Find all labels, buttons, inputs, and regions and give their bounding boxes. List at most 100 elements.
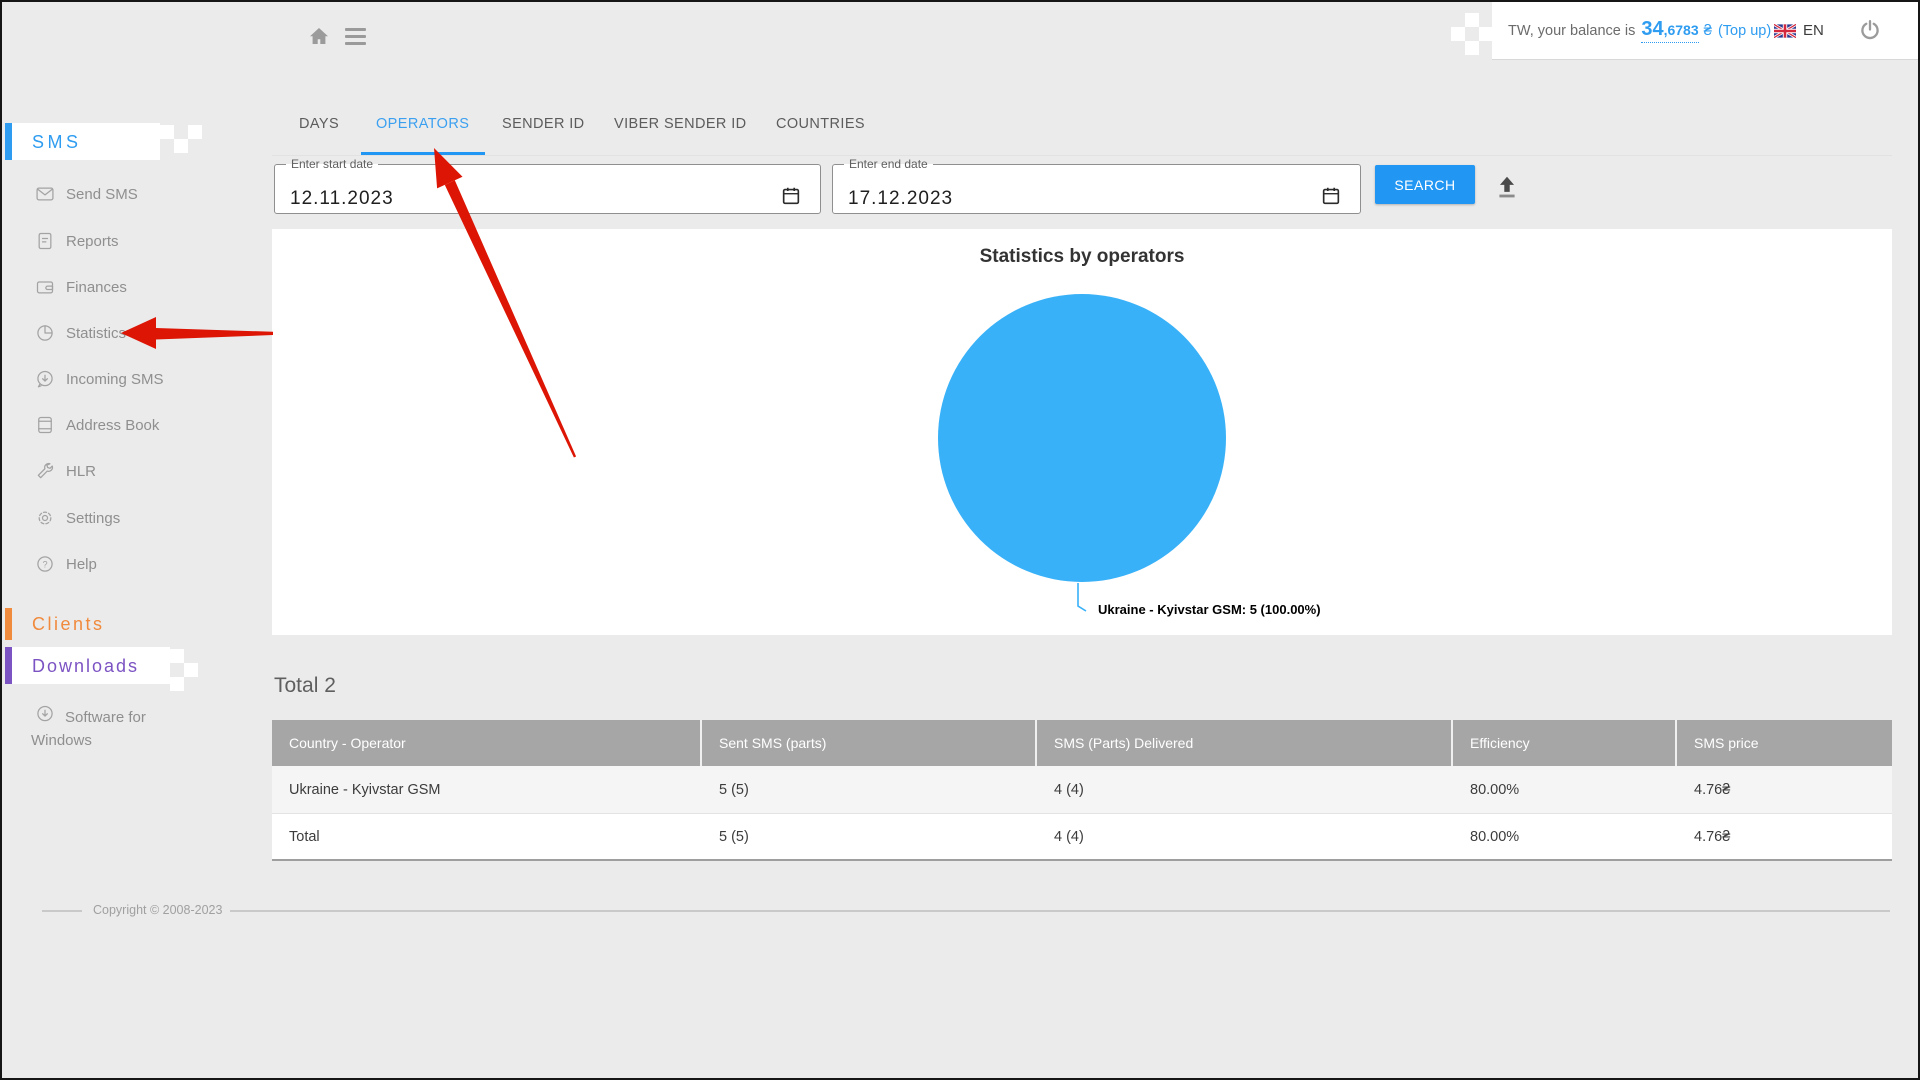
cell-sms-price: 4.76₴ bbox=[1694, 828, 1731, 845]
sidebar-item-address-book[interactable]: Address Book bbox=[35, 415, 159, 435]
chart-panel: Statistics by operators Ukraine - Kyivst… bbox=[272, 229, 1892, 635]
uk-flag-icon bbox=[1774, 23, 1796, 38]
sidebar-item-hlr[interactable]: HLR bbox=[35, 461, 96, 481]
active-tab-underline bbox=[361, 152, 485, 155]
help-icon: ? bbox=[37, 556, 53, 572]
table-row-total[interactable]: Total 5 (5) 4 (4) 80.00% 4.76₴ bbox=[272, 814, 1892, 861]
envelope-icon bbox=[36, 187, 54, 201]
sidebar-item-incoming-sms[interactable]: Incoming SMS bbox=[35, 369, 164, 389]
pixel-decor bbox=[174, 139, 188, 153]
sidebar-section-clients[interactable]: Clients bbox=[32, 614, 105, 634]
menu-button[interactable] bbox=[345, 28, 366, 49]
footer-divider-left bbox=[42, 910, 82, 912]
calendar-icon[interactable] bbox=[1320, 185, 1342, 207]
start-date-field[interactable]: Enter start date 12.11.2023 bbox=[274, 157, 821, 214]
home-icon bbox=[310, 28, 328, 44]
col-header-sms-price[interactable]: SMS price bbox=[1677, 720, 1892, 766]
sidebar-section-downloads[interactable]: Downloads bbox=[32, 656, 140, 676]
language-label: EN bbox=[1803, 22, 1824, 39]
topup-link[interactable]: (Top up) bbox=[1717, 22, 1772, 39]
cell-sms-price: 4.76₴ bbox=[1694, 781, 1731, 798]
footer-divider-right bbox=[230, 910, 1890, 912]
pixel-decor bbox=[1451, 27, 1465, 41]
pixel-decor bbox=[1465, 41, 1479, 55]
export-button[interactable] bbox=[1494, 174, 1520, 200]
pixel-decor bbox=[160, 125, 174, 139]
table-row[interactable]: Ukraine - Kyivstar GSM 5 (5) 4 (4) 80.00… bbox=[272, 766, 1892, 814]
search-button[interactable]: SEARCH bbox=[1375, 165, 1475, 204]
topbar-panel bbox=[1492, 2, 1918, 60]
balance-amount[interactable]: 34,6783 bbox=[1641, 18, 1699, 43]
end-date-value[interactable]: 17.12.2023 bbox=[848, 188, 954, 209]
arrow-head bbox=[121, 317, 156, 349]
calendar-icon[interactable] bbox=[780, 185, 802, 207]
downloads-section-bg bbox=[12, 647, 170, 684]
pie-chart-icon bbox=[37, 325, 53, 341]
pie-slice-label: Ukraine - Kyivstar GSM: 5 (100.00%) bbox=[1098, 602, 1321, 617]
cell-delivered: 4 (4) bbox=[1054, 781, 1084, 798]
total-count-heading: Total 2 bbox=[274, 674, 336, 697]
tab-sender-id[interactable]: SENDER ID bbox=[502, 116, 585, 132]
download-icon bbox=[35, 704, 55, 724]
pixel-decor bbox=[184, 663, 198, 677]
sms-section-bg bbox=[12, 123, 160, 160]
report-file-icon bbox=[38, 232, 52, 250]
col-header-efficiency[interactable]: Efficiency bbox=[1453, 720, 1677, 766]
sidebar-item-software-for-windows[interactable]: Software for Windows bbox=[31, 709, 146, 749]
upload-icon bbox=[1499, 176, 1515, 198]
downloads-accent-bar bbox=[5, 647, 12, 684]
col-header-country-operator[interactable]: Country - Operator bbox=[272, 720, 702, 766]
tab-viber-sender-id[interactable]: VIBER SENDER ID bbox=[614, 116, 747, 132]
tab-operators[interactable]: OPERATORS bbox=[376, 116, 470, 132]
clients-accent-bar bbox=[5, 608, 12, 640]
tab-days[interactable]: DAYS bbox=[299, 116, 340, 132]
pixel-decor bbox=[170, 649, 184, 663]
pixel-decor bbox=[1465, 13, 1479, 27]
sidebar-item-statistics[interactable]: Statistics bbox=[35, 323, 126, 343]
currency-symbol: ₴ bbox=[1703, 22, 1712, 39]
start-date-value[interactable]: 12.11.2023 bbox=[290, 188, 394, 209]
pixel-decor bbox=[188, 125, 202, 139]
wrench-icon bbox=[37, 462, 54, 479]
sidebar-item-finances[interactable]: Finances bbox=[35, 277, 127, 297]
cell-efficiency: 80.00% bbox=[1470, 781, 1520, 798]
logout-button[interactable] bbox=[1858, 19, 1882, 43]
hamburger-icon bbox=[345, 28, 366, 31]
col-header-sent-sms[interactable]: Sent SMS (parts) bbox=[702, 720, 1037, 766]
copyright-text: Copyright © 2008-2023 bbox=[93, 903, 223, 917]
wallet-icon bbox=[36, 281, 54, 294]
pixel-decor bbox=[170, 677, 184, 691]
sidebar-item-settings[interactable]: Settings bbox=[35, 508, 120, 528]
end-date-field[interactable]: Enter end date 17.12.2023 bbox=[832, 157, 1361, 214]
pie-slice-ukraine-kyivstar[interactable] bbox=[938, 294, 1226, 582]
address-book-icon bbox=[38, 416, 52, 434]
tab-countries[interactable]: COUNTRIES bbox=[776, 116, 865, 132]
gear-icon bbox=[38, 511, 52, 525]
table-header-row: Country - Operator Sent SMS (parts) SMS … bbox=[272, 720, 1892, 766]
sidebar-item-send-sms[interactable]: Send SMS bbox=[35, 184, 138, 204]
cell-sent-sms: 5 (5) bbox=[719, 828, 749, 845]
cell-country-operator: Total bbox=[289, 828, 320, 845]
balance: TW, your balance is 34,6783 ₴ (Top up) bbox=[1508, 2, 1771, 59]
start-date-label: Enter start date bbox=[291, 157, 374, 171]
pie-leader-line bbox=[1077, 583, 1087, 612]
cell-efficiency: 80.00% bbox=[1470, 828, 1520, 845]
cell-country-operator: Ukraine - Kyivstar GSM bbox=[289, 781, 441, 798]
chart-title: Statistics by operators bbox=[979, 246, 1185, 267]
incoming-message-icon bbox=[37, 370, 53, 388]
sidebar-section-sms[interactable]: SMS bbox=[32, 132, 82, 152]
sms-accent-bar bbox=[5, 123, 12, 160]
svg-text:?: ? bbox=[42, 559, 47, 569]
language-selector[interactable]: EN bbox=[1774, 2, 1824, 59]
arrow-shaft bbox=[156, 328, 273, 340]
tabs-divider bbox=[272, 155, 1892, 156]
pixel-decor bbox=[1479, 27, 1493, 41]
home-button[interactable] bbox=[307, 24, 331, 48]
end-date-label: Enter end date bbox=[849, 157, 928, 171]
cell-sent-sms: 5 (5) bbox=[719, 781, 749, 798]
sidebar-item-reports[interactable]: Reports bbox=[35, 231, 119, 251]
sidebar-item-help[interactable]: ? Help bbox=[35, 554, 97, 574]
col-header-delivered[interactable]: SMS (Parts) Delivered bbox=[1037, 720, 1453, 766]
balance-prefix: TW, your balance is bbox=[1508, 22, 1636, 39]
